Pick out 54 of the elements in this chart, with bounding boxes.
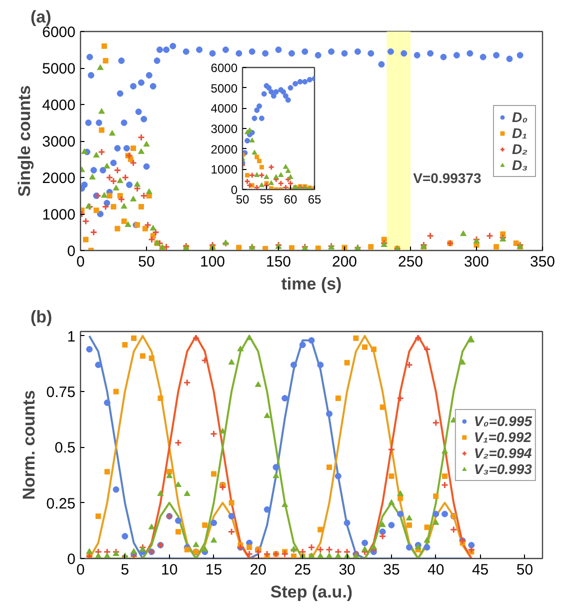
y-tick-label: 5000 [210, 81, 238, 96]
x-tick-label: 20 [250, 562, 267, 578]
x-tick-label: 25 [294, 562, 311, 578]
x-tick-label: 50 [236, 192, 250, 206]
x-tick-label: 35 [383, 562, 400, 578]
legend-label: D₀ [512, 108, 529, 124]
y-axis-title: Norm. counts [19, 390, 38, 500]
x-tick-label: 100 [200, 254, 226, 270]
x-axis-title: time (s) [281, 274, 342, 294]
y-tick-label: 5000 [42, 60, 76, 78]
y-tick-label: 0 [230, 183, 238, 197]
y-tick-label: 0.25 [46, 495, 76, 512]
x-tick-label: 65 [308, 192, 322, 206]
x-tick-label: 200 [332, 254, 358, 270]
y-tick-label: 0.75 [46, 384, 76, 402]
y-tick-label: 2000 [42, 170, 76, 187]
legend-label: V₀=0.995 [474, 412, 532, 428]
y-tick-label: 6000 [210, 61, 238, 75]
x-tick-label: 10 [161, 562, 178, 578]
y-tick-label: 1000 [210, 162, 238, 177]
x-axis-title: Step (a.u.) [270, 582, 353, 602]
x-tick-label: 45 [472, 562, 489, 578]
x-tick-label: 55 [260, 192, 274, 206]
x-tick-label: 15 [205, 562, 222, 578]
y-tick-label: 1 [67, 328, 76, 346]
y-tick-label: 2000 [210, 142, 238, 156]
x-tick-label: 50 [138, 254, 155, 270]
y-tick-label: 0 [67, 551, 76, 568]
legend-label: D₃ [512, 156, 529, 172]
legend-label: D₁ [512, 124, 528, 140]
x-tick-label: 5 [120, 562, 130, 578]
legend-label: V₁=0.992 [474, 428, 532, 444]
text: (a) [30, 8, 52, 26]
x-tick-label: 150 [266, 254, 292, 270]
x-tick-label: 50 [516, 562, 534, 578]
x-tick-label: 350 [530, 254, 556, 270]
x-tick-label: 300 [464, 254, 490, 270]
x-tick-label: 30 [338, 562, 356, 578]
y-tick-label: 0 [67, 243, 76, 260]
legend-label: V₃=0.993 [474, 460, 532, 476]
x-tick-label: 60 [284, 192, 298, 206]
y-tick-label: 0.5 [54, 440, 76, 457]
y-axis-title: Single counts [15, 85, 34, 197]
text: (b) [30, 308, 52, 326]
y-tick-label: 3000 [210, 122, 238, 136]
y-tick-label: 1000 [42, 206, 76, 224]
x-tick-label: 40 [428, 562, 444, 578]
y-tick-label: 3000 [42, 134, 76, 150]
annotation: V=0.99373 [413, 170, 482, 186]
legend-label: V₂=0.994 [474, 444, 532, 460]
legend-label: D₂ [512, 140, 528, 156]
y-tick-label: 4000 [210, 102, 238, 116]
y-tick-label: 4000 [42, 97, 76, 114]
x-tick-label: 250 [398, 254, 424, 270]
